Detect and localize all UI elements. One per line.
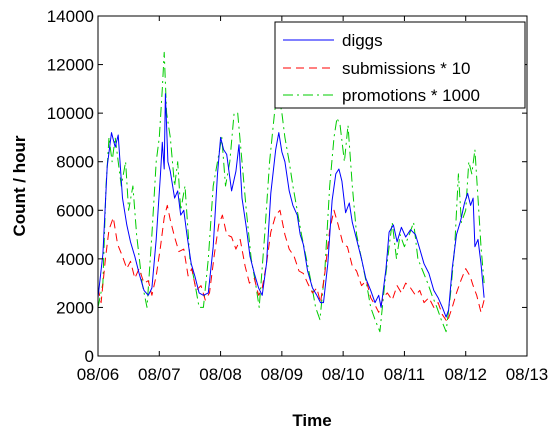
- x-tick-label: 08/11: [384, 365, 425, 384]
- x-tick-label: 08/08: [199, 365, 242, 384]
- legend-label-diggs: diggs: [342, 31, 383, 50]
- x-axis-title: Time: [292, 411, 331, 430]
- x-tick-label: 08/06: [77, 365, 120, 384]
- x-tick-label: 08/12: [444, 365, 487, 384]
- x-tick-label: 08/10: [322, 365, 365, 384]
- series-line-promotions: [98, 51, 485, 333]
- legend: diggs submissions * 10 promotions * 1000: [274, 21, 526, 109]
- legend-box: [274, 21, 526, 109]
- y-tick-label: 12000: [47, 56, 94, 75]
- y-tick-label: 2000: [56, 298, 94, 317]
- plot-frame: [97, 15, 528, 357]
- y-axis: 0 2000 4000 6000 8000 10000 12000 14000: [47, 7, 527, 366]
- y-tick-label: 0: [85, 347, 94, 366]
- y-axis-title: Count / hour: [10, 135, 29, 236]
- x-tick-label: 08/09: [261, 365, 304, 384]
- series-line-submissions: [98, 204, 485, 323]
- y-tick-label: 4000: [56, 250, 94, 269]
- series-layer: [98, 51, 485, 333]
- x-tick-label: 08/13: [506, 365, 549, 384]
- y-tick-label: 8000: [56, 153, 94, 172]
- series-line-diggs: [98, 93, 485, 318]
- x-tick-label: 08/07: [138, 365, 181, 384]
- x-axis: 08/06 08/07 08/08 08/09 08/10 08/11 08/12 08/13: [77, 16, 549, 384]
- legend-label-submissions: submissions * 10: [342, 59, 471, 78]
- y-tick-label: 10000: [47, 104, 94, 123]
- y-tick-label: 6000: [56, 201, 94, 220]
- y-tick-label: 14000: [47, 7, 94, 26]
- legend-label-promotions: promotions * 1000: [342, 86, 480, 105]
